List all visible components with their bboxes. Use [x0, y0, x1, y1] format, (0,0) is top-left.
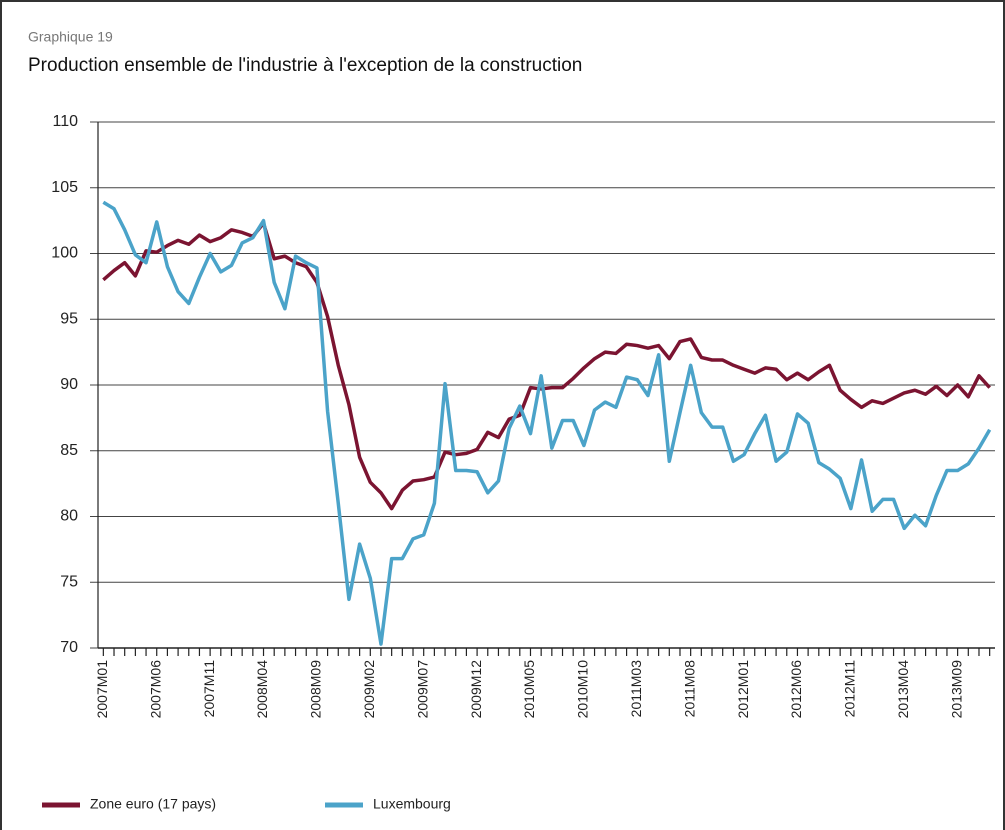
- x-tick-label: 2012M11: [842, 660, 858, 718]
- legend-label: Zone euro (17 pays): [90, 796, 216, 812]
- y-tick-label: 75: [60, 573, 78, 590]
- chart-title: Production ensemble de l'industrie à l'e…: [28, 55, 582, 76]
- x-tick-label: 2008M09: [308, 660, 324, 719]
- y-tick-label: 110: [52, 113, 78, 130]
- line-series: [102, 200, 992, 646]
- y-tick-label: 105: [51, 179, 78, 196]
- y-tick-label: 80: [60, 508, 78, 525]
- x-tick-label: 2011M08: [681, 660, 697, 718]
- line-series: [102, 221, 991, 511]
- y-tick-label: 85: [60, 442, 78, 459]
- x-tick-label: 2010M05: [521, 660, 537, 719]
- x-tick-label: 2009M12: [468, 660, 484, 719]
- chart-subtitle: Graphique 19: [28, 29, 113, 45]
- x-tick-label: 2010M10: [575, 660, 591, 719]
- x-tick-label: 2008M04: [254, 660, 270, 719]
- x-tick-label: 2009M07: [414, 660, 430, 719]
- legend-label: Luxembourg: [373, 796, 451, 812]
- x-tick-label: 2007M01: [94, 660, 110, 719]
- x-tick-label: 2009M02: [361, 660, 377, 719]
- x-tick-label: 2013M04: [895, 660, 911, 719]
- x-tick-label: 2011M03: [628, 660, 644, 718]
- x-tick-label: 2012M01: [735, 660, 751, 719]
- y-tick-label: 70: [60, 639, 78, 656]
- x-tick-label: 2007M06: [147, 660, 163, 719]
- x-tick-label: 2013M09: [948, 660, 964, 719]
- x-tick-label: 2007M11: [201, 660, 217, 718]
- y-tick-label: 95: [60, 310, 78, 327]
- y-tick-label: 100: [51, 245, 78, 262]
- x-tick-label: 2012M06: [788, 660, 804, 719]
- y-tick-label: 90: [60, 376, 78, 393]
